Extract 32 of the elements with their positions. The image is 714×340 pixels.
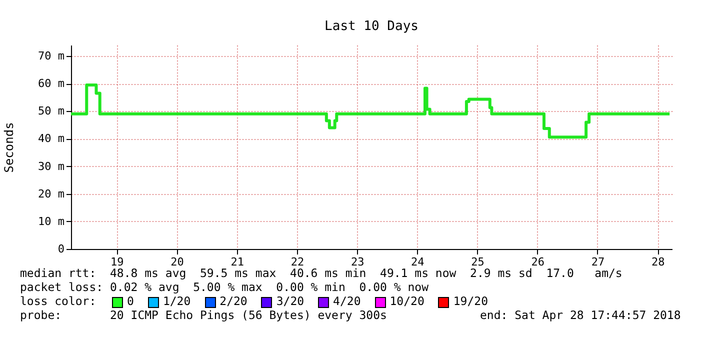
y-axis-title: Seconds <box>2 122 16 173</box>
x-tick-label: 24 <box>411 256 425 268</box>
y-tick-label: 30 m <box>38 160 65 173</box>
text: end: Sat Apr 28 17:44:57 2018 <box>480 308 681 322</box>
x-tick-label: 27 <box>591 256 605 268</box>
y-tick-label: 40 m <box>38 132 65 146</box>
x-tick-label: 26 <box>531 256 544 268</box>
text: loss color: <box>20 294 96 308</box>
text: median rtt: 48.8 ms avg 59.5 ms max 40.6 ms min 49.1 ms now 2.9 ms sd 17.0 am/s <box>20 266 622 280</box>
text: 1/20 <box>162 294 191 308</box>
y-tick-label: 50 m <box>38 104 65 118</box>
text: 10/20 <box>390 294 424 308</box>
text: probe: 20 ICMP Echo Pings (56 Bytes) every 300s <box>20 308 387 322</box>
x-tick-label: 25 <box>471 256 484 268</box>
y-tick-label: 60 m <box>38 77 65 90</box>
text: 2/20 <box>220 294 248 308</box>
x-tick-label: 23 <box>350 256 364 268</box>
text: 4/20 <box>333 294 361 308</box>
text: 3/20 <box>276 294 304 308</box>
x-tick-label: 20 <box>170 256 184 268</box>
x-tick-label: 21 <box>230 256 244 268</box>
x-tick-label: 22 <box>290 256 304 268</box>
x-tick-label: 19 <box>110 256 124 268</box>
text: 19/20 <box>453 294 488 308</box>
y-tick-label: 70 m <box>38 50 65 63</box>
text: packet loss: 0.02 % avg 5.00 % max 0.00 % min 0.00 % now <box>20 280 428 294</box>
y-tick-label: 0 <box>58 242 64 256</box>
chart-title: Last 10 Days <box>324 19 418 34</box>
text: 0 <box>127 294 134 308</box>
x-tick-label: 28 <box>651 256 665 268</box>
y-tick-label: 10 m <box>38 214 65 228</box>
y-tick-label: 20 m <box>38 187 65 200</box>
